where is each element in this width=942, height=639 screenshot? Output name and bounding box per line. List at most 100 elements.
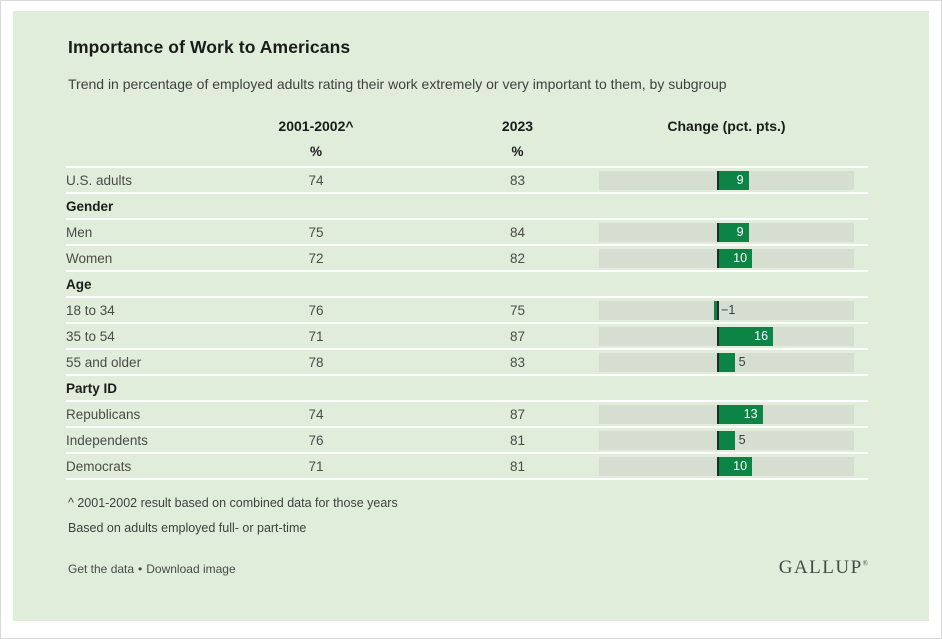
- table-row: Men 75 84 9: [66, 218, 868, 244]
- change-bar: 16: [717, 326, 774, 346]
- row-label: Republicans: [66, 406, 141, 422]
- change-value: 10: [733, 251, 748, 265]
- row-label: Democrats: [66, 458, 132, 474]
- chart-card: Importance of Work to Americans Trend in…: [13, 11, 929, 621]
- table-row: Women 72 82 10: [66, 244, 868, 270]
- change-bar: 9: [717, 222, 749, 242]
- value-2001-2002: 72: [308, 250, 324, 266]
- table-row: 18 to 34 76 75 −1: [66, 296, 868, 322]
- section-label: Party ID: [66, 380, 118, 396]
- zero-axis-line: [717, 170, 720, 190]
- zero-axis-line: [717, 404, 720, 424]
- section-header-row: Gender: [66, 192, 868, 218]
- value-2023: 83: [509, 354, 526, 370]
- zero-axis-line: [717, 300, 720, 320]
- change-value: 16: [754, 329, 769, 343]
- change-value: −1: [721, 302, 736, 317]
- section-label: Age: [66, 276, 92, 292]
- table-row: 35 to 54 71 87 16: [66, 322, 868, 348]
- change-value: 9: [736, 225, 744, 239]
- footer: Get the data • Download image GALLUP®: [66, 557, 868, 579]
- change-value: 10: [733, 459, 748, 473]
- row-label: U.S. adults: [66, 172, 133, 188]
- change-value: 5: [738, 432, 746, 447]
- zero-axis-line: [717, 352, 720, 372]
- change-bar-track: 16: [599, 326, 854, 346]
- value-2023: 81: [509, 458, 526, 474]
- zero-axis-line: [717, 430, 720, 450]
- value-2001-2002: 78: [308, 354, 324, 370]
- link-separator: •: [138, 562, 143, 576]
- value-2023: 87: [509, 328, 526, 344]
- column-header-2023: 2023: [501, 118, 534, 134]
- change-bar-track: 10: [599, 248, 854, 268]
- change-bar-track: 9: [599, 222, 854, 242]
- change-bar-track: 10: [599, 456, 854, 476]
- table-row: Democrats 71 81 10: [66, 452, 868, 478]
- table-body: U.S. adults 74 83 9 Gender Men 75 84 9 W…: [66, 166, 868, 480]
- value-2023: 75: [509, 302, 526, 318]
- table-row: 55 and older 78 83 5: [66, 348, 868, 374]
- change-bar-track: 9: [599, 170, 854, 190]
- percent-row: % %: [66, 136, 868, 166]
- table-header-row: 2001-2002^ 2023 Change (pct. pts.): [66, 116, 868, 136]
- change-bar-track: 5: [599, 352, 854, 372]
- chart-subtitle: Trend in percentage of employed adults r…: [68, 76, 727, 92]
- download-image-link[interactable]: Download image: [146, 562, 236, 576]
- registered-mark: ®: [862, 559, 868, 568]
- gallup-wordmark: GALLUP: [778, 557, 863, 578]
- footer-links: Get the data • Download image: [68, 562, 236, 576]
- row-label: 18 to 34: [66, 302, 115, 318]
- change-bar-track: 13: [599, 404, 854, 424]
- gallup-logo: GALLUP®: [779, 557, 868, 579]
- row-label: 55 and older: [66, 354, 142, 370]
- zero-axis-line: [717, 222, 720, 242]
- footnote-combined-years: ^ 2001-2002 result based on combined dat…: [68, 496, 398, 510]
- change-bar: 10: [717, 248, 753, 268]
- zero-axis-line: [717, 326, 720, 346]
- value-2001-2002: 75: [308, 224, 324, 240]
- get-the-data-link[interactable]: Get the data: [68, 562, 135, 576]
- change-bar: 10: [717, 456, 753, 476]
- section-header-row: Age: [66, 270, 868, 296]
- value-2001-2002: 74: [308, 406, 324, 422]
- section-label: Gender: [66, 198, 114, 214]
- value-2023: 82: [509, 250, 526, 266]
- change-bar: [717, 352, 735, 372]
- change-bar: 9: [717, 170, 749, 190]
- value-2023: 81: [509, 432, 526, 448]
- footnote-employment: Based on adults employed full- or part-t…: [68, 521, 307, 535]
- section-header-row: Party ID: [66, 374, 868, 400]
- value-2023: 83: [509, 172, 526, 188]
- value-2023: 84: [509, 224, 526, 240]
- zero-axis-line: [717, 248, 720, 268]
- change-bar: [717, 430, 735, 450]
- column-header-2001-2002: 2001-2002^: [278, 118, 354, 134]
- table-row: U.S. adults 74 83 9: [66, 166, 868, 192]
- change-value: 5: [738, 354, 746, 369]
- change-bar-track: −1: [599, 300, 854, 320]
- value-2001-2002: 76: [308, 302, 324, 318]
- value-2001-2002: 71: [308, 458, 324, 474]
- row-label: Women: [66, 250, 113, 266]
- value-2001-2002: 74: [308, 172, 324, 188]
- page-title: Importance of Work to Americans: [68, 37, 351, 57]
- value-2001-2002: 71: [308, 328, 324, 344]
- value-2001-2002: 76: [308, 432, 324, 448]
- column-header-change: Change (pct. pts.): [667, 118, 786, 134]
- change-bar: 13: [717, 404, 763, 424]
- table-row: Independents 76 81 5: [66, 426, 868, 452]
- row-label: Men: [66, 224, 93, 240]
- percent-symbol-2023: %: [511, 143, 524, 159]
- percent-symbol-2001: %: [309, 143, 322, 159]
- change-value: 13: [743, 407, 758, 421]
- zero-axis-line: [717, 456, 720, 476]
- row-label: 35 to 54: [66, 328, 115, 344]
- row-label: Independents: [66, 432, 148, 448]
- change-bar-track: 5: [599, 430, 854, 450]
- table-row: Republicans 74 87 13: [66, 400, 868, 426]
- value-2023: 87: [509, 406, 526, 422]
- change-value: 9: [736, 173, 744, 187]
- change-bar: [713, 300, 719, 320]
